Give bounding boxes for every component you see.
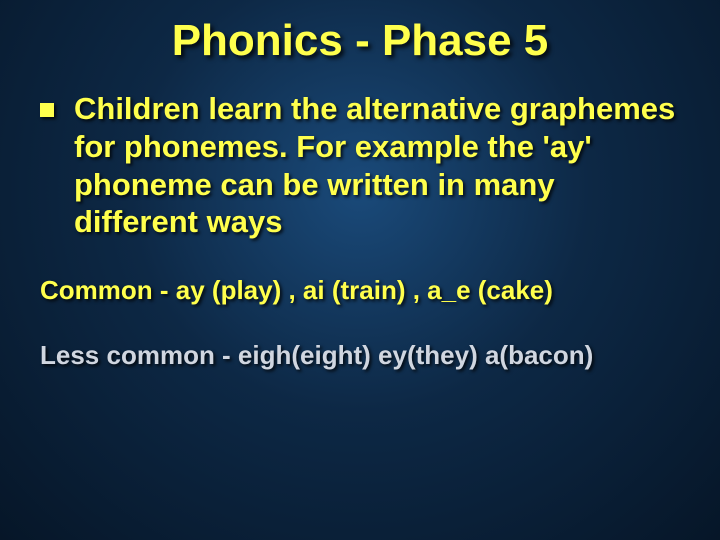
common-line: Common - ay (play) , ai (train) , a_e (c…	[36, 275, 684, 306]
body-text: Children learn the alternative graphemes…	[74, 90, 684, 241]
bullet-block: Children learn the alternative graphemes…	[36, 90, 684, 241]
less-common-line: Less common - eigh(eight) ey(they) a(bac…	[36, 340, 684, 371]
slide-container: Phonics - Phase 5 Children learn the alt…	[0, 0, 720, 540]
slide-title: Phonics - Phase 5	[36, 16, 684, 66]
bullet-square-icon	[40, 103, 54, 117]
